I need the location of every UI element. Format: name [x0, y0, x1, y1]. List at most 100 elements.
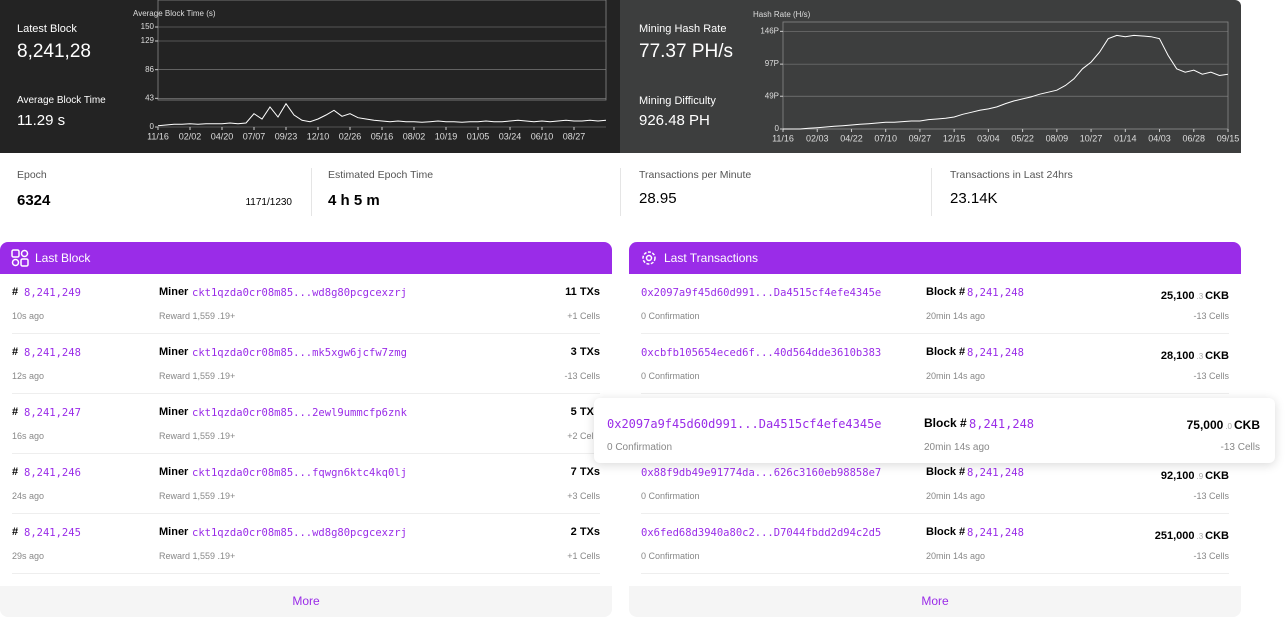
- tx-count: 7 TXs: [570, 466, 600, 478]
- cell-change: +1 Cells: [567, 311, 600, 321]
- block-age: 12s ago: [12, 371, 45, 381]
- block-label: Block #: [926, 346, 966, 358]
- block-reward: Reward 1,559 .19+: [159, 551, 236, 561]
- block-number[interactable]: 8,241,248: [967, 527, 1024, 539]
- tx-age: 20min 14s ago: [926, 371, 986, 381]
- y-tick-label: 129: [141, 36, 155, 45]
- amount-integer: 25,100: [1160, 290, 1195, 302]
- miner-address[interactable]: ckt1qzda0cr08m85...wd8g80pcgcexzrj: [192, 287, 407, 299]
- tx-hash[interactable]: 0x2097a9f45d60d991...Da4515cf4efe4345e: [641, 287, 882, 299]
- stat-label: Transactions in Last 24hrs: [950, 169, 1073, 181]
- block-number[interactable]: 8,241,248: [24, 347, 81, 359]
- block-reward: Reward 1,559 .19+: [159, 431, 236, 441]
- y-tick-label: 43: [145, 93, 154, 102]
- x-tick-label: 04/22: [840, 133, 863, 143]
- hash-sign: #: [12, 406, 19, 418]
- tx-count: 5 TXs: [570, 406, 600, 418]
- miner-address[interactable]: ckt1qzda0cr08m85...fqwgn6ktc4kq0lj: [192, 467, 407, 479]
- x-tick-label: 11/16: [772, 133, 794, 143]
- y-tick-label: 49P: [765, 91, 779, 100]
- miner-address[interactable]: ckt1qzda0cr08m85...wd8g80pcgcexzrj: [192, 527, 407, 539]
- more-button[interactable]: More: [629, 586, 1241, 617]
- row-divider: [12, 333, 600, 334]
- separator: [620, 168, 621, 216]
- x-tick-label: 04/20: [211, 131, 234, 141]
- block-reward: Reward 1,559 .19+: [159, 311, 236, 321]
- tx-hash[interactable]: 0xcbfb105654eced6f...40d564dde3610b383: [641, 347, 882, 359]
- hash-sign: #: [12, 346, 19, 358]
- miner-label: Miner: [159, 406, 189, 418]
- confirmation: 0 Confirmation: [607, 442, 673, 453]
- data-line: [157, 102, 607, 127]
- icon: [11, 249, 29, 267]
- amount-unit: CKB: [1205, 530, 1229, 542]
- cell-change: -13 Cells: [1193, 491, 1229, 501]
- block-age: 24s ago: [12, 491, 45, 501]
- more-button[interactable]: More: [0, 586, 612, 617]
- cell-change: -13 Cells: [1220, 442, 1260, 453]
- x-tick-label: 08/27: [563, 131, 586, 141]
- cell-change: +2 Cells: [567, 431, 600, 441]
- charts: Average Block Time (s) 0 43 86 129 150 11/16 02…: [133, 0, 1239, 143]
- stat-value: 926.48 PH: [639, 112, 710, 129]
- block-number[interactable]: 8,241,248: [967, 287, 1024, 299]
- amount-integer: 28,100: [1160, 350, 1195, 362]
- amount-integer: 92,100: [1160, 470, 1195, 482]
- block-label: Block #: [926, 526, 966, 538]
- block-reward: Reward 1,559 .19+: [159, 371, 236, 381]
- amount-decimal: .3: [1196, 292, 1204, 301]
- cell-change: +3 Cells: [567, 491, 600, 501]
- tx-hash[interactable]: 0x2097a9f45d60d991...Da4515cf4efe4345e: [607, 417, 882, 431]
- stat-label: Transactions per Minute: [639, 169, 752, 181]
- block-number[interactable]: 8,241,248: [969, 417, 1035, 431]
- amount: 251,000.3 CKB: [1029, 526, 1229, 544]
- amount-decimal: .9: [1196, 472, 1204, 481]
- tx-age: 20min 14s ago: [926, 551, 986, 561]
- amount-decimal: .0: [1225, 422, 1232, 431]
- block-number[interactable]: 8,241,247: [24, 407, 81, 419]
- block-label: Block #: [926, 466, 966, 478]
- x-tick-label: 09/27: [909, 133, 932, 143]
- card-title: Last Transactions: [664, 251, 759, 265]
- block-age: 10s ago: [12, 311, 45, 321]
- tx-count: 3 TXs: [570, 346, 600, 358]
- cell-change: -13 Cells: [1193, 551, 1229, 561]
- block-number[interactable]: 8,241,248: [967, 467, 1024, 479]
- amount-unit: CKB: [1205, 470, 1229, 482]
- stat-value: 8,241,28: [17, 41, 91, 62]
- stat-label: Mining Hash Rate: [639, 23, 727, 35]
- stat-label: Latest Block: [17, 23, 77, 35]
- tx-hash[interactable]: 0x88f9db49e91774da...626c3160eb98858e7: [641, 467, 882, 479]
- stat-extra: 1171/1230: [245, 197, 292, 208]
- y-tick-label: 0: [150, 122, 155, 131]
- miner-address[interactable]: ckt1qzda0cr08m85...mk5xgw6jcfw7zmg: [192, 347, 407, 359]
- card-title: Last Block: [35, 251, 91, 265]
- block-number[interactable]: 8,241,248: [967, 347, 1024, 359]
- block-number[interactable]: 8,241,249: [24, 287, 81, 299]
- x-tick-label: 07/10: [874, 133, 897, 143]
- y-tick-label: 150: [141, 22, 155, 31]
- card-header: [629, 242, 1241, 274]
- hash-sign: #: [12, 466, 19, 478]
- card-header: [0, 242, 612, 274]
- block-number[interactable]: 8,241,246: [24, 467, 81, 479]
- row-divider: [12, 393, 600, 394]
- cell-change: -13 Cells: [1193, 371, 1229, 381]
- header-icon: [640, 249, 658, 267]
- amount-decimal: .3: [1196, 532, 1204, 541]
- block-label: Block #: [924, 416, 967, 430]
- x-tick-label: 07/07: [243, 131, 266, 141]
- x-tick-label: 12/15: [943, 133, 966, 143]
- y-tick-label: 86: [145, 65, 154, 74]
- confirmation: 0 Confirmation: [641, 551, 700, 561]
- miner-address[interactable]: ckt1qzda0cr08m85...2ewl9ummcfp6znk: [192, 407, 407, 419]
- tx-age: 20min 14s ago: [924, 442, 990, 453]
- block-number[interactable]: 8,241,245: [24, 527, 81, 539]
- plot-frame: [157, 0, 607, 101]
- y-tick-label: 0: [775, 124, 780, 133]
- separator: [931, 168, 932, 216]
- tx-hash[interactable]: 0x6fed68d3940a80c2...D7044fbdd2d94c2d5: [641, 527, 882, 539]
- hovered-row: 0x2097a9f45d60d991...Da4515cf4efe4345e Bl…: [594, 398, 1275, 463]
- left-panel: [0, 0, 620, 153]
